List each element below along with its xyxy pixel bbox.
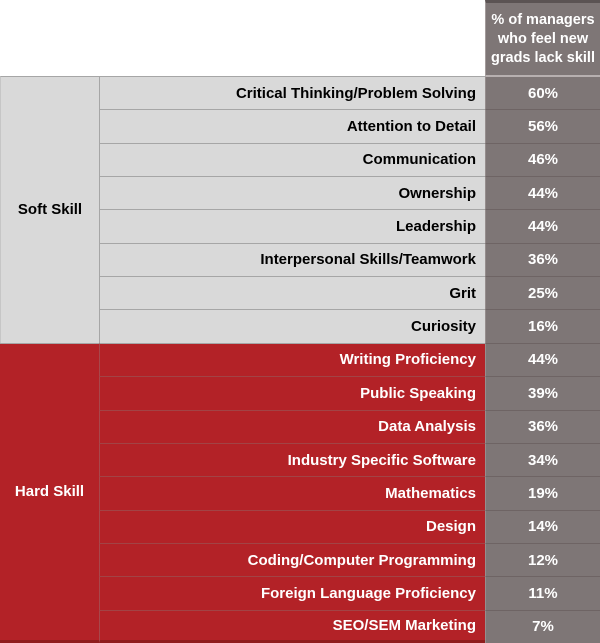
percent-cell: 16% — [485, 309, 600, 343]
skill-cell: Leadership — [99, 209, 485, 243]
skill-cell: Communication — [99, 142, 485, 177]
skill-cell: SEO/SEM Marketing — [99, 609, 485, 643]
percent-header-line-2: who feel new — [497, 30, 589, 47]
skill-cell: Writing Proficiency — [99, 342, 485, 377]
empty-corner — [0, 0, 485, 76]
skill-cell: Mathematics — [99, 476, 485, 510]
percent-cell: 56% — [485, 109, 600, 143]
percent-cell: 14% — [485, 509, 600, 543]
percent-column-header: % of managers who feel new grads lack sk… — [485, 0, 600, 76]
skill-cell: Coding/Computer Programming — [99, 542, 485, 577]
skill-cell: Industry Specific Software — [99, 442, 485, 477]
skill-cell: Interpersonal Skills/Teamwork — [99, 242, 485, 277]
percent-cell: 12% — [485, 542, 600, 577]
percent-cell: 11% — [485, 576, 600, 610]
skill-cell: Attention to Detail — [99, 109, 485, 143]
skill-cell: Critical Thinking/Problem Solving — [99, 76, 485, 110]
percent-cell: 36% — [485, 242, 600, 277]
percent-cell: 60% — [485, 76, 600, 110]
percent-cell: 46% — [485, 142, 600, 177]
percent-header-line-3: grads lack skill — [491, 49, 595, 66]
percent-cell: 19% — [485, 476, 600, 510]
percent-cell: 44% — [485, 209, 600, 243]
percent-cell: 25% — [485, 276, 600, 310]
skill-cell: Ownership — [99, 176, 485, 210]
percent-cell: 7% — [485, 609, 600, 643]
category-cell-hard-skill: Hard Skill — [0, 342, 99, 643]
skill-cell: Design — [99, 509, 485, 543]
percent-header-line-1: % of managers — [491, 11, 595, 28]
percent-cell: 36% — [485, 409, 600, 443]
category-cell-soft-skill: Soft Skill — [0, 76, 99, 343]
skill-cell: Curiosity — [99, 309, 485, 343]
skill-cell: Public Speaking — [99, 376, 485, 410]
skill-cell: Grit — [99, 276, 485, 310]
skill-cell: Foreign Language Proficiency — [99, 576, 485, 610]
percent-cell: 44% — [485, 176, 600, 210]
skill-cell: Data Analysis — [99, 409, 485, 443]
percent-cell: 39% — [485, 376, 600, 410]
percent-cell: 34% — [485, 442, 600, 477]
percent-cell: 44% — [485, 342, 600, 377]
